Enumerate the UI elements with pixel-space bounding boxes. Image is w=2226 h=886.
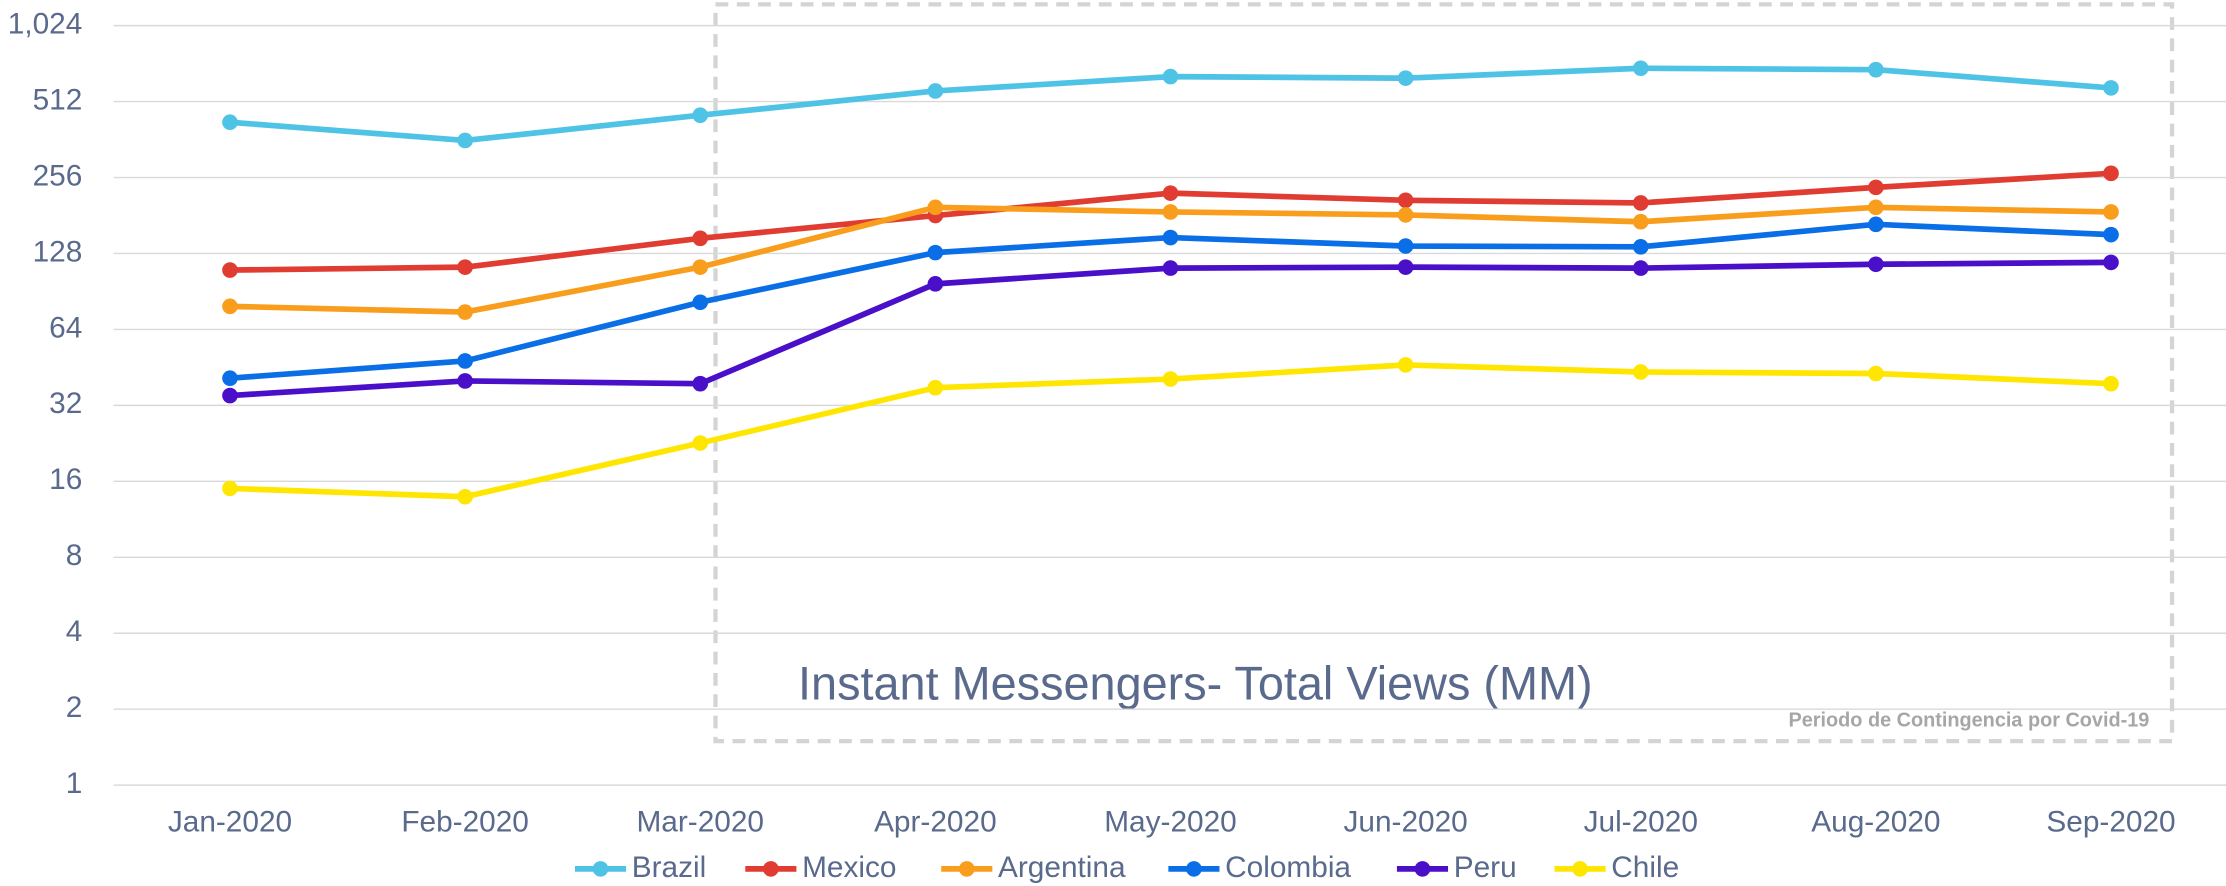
data-point [222, 370, 238, 387]
contingency-box [713, 2, 2175, 744]
annotation: Periodo de Contingencia por Covid-19 [1789, 710, 2150, 732]
y-tick-label: 1,024 [8, 7, 83, 40]
data-point [692, 375, 709, 392]
data-point [1397, 238, 1414, 254]
y-tick-label: 8 [66, 539, 83, 572]
legend-marker [958, 861, 975, 877]
data-point [1632, 213, 1649, 230]
data-point [457, 373, 473, 389]
data-point [457, 259, 473, 275]
data-point [1162, 204, 1179, 220]
data-point [692, 259, 709, 275]
legend-label: Mexico [802, 851, 896, 884]
legend-label: Chile [1611, 851, 1679, 884]
data-point [692, 107, 709, 124]
data-point [927, 244, 944, 261]
data-point [1162, 229, 1179, 246]
chart-title: Instant Messengers- Total Views (MM) [798, 658, 1593, 710]
y-tick-label: 1 [66, 767, 83, 800]
data-point [1397, 70, 1414, 86]
data-point [2103, 226, 2119, 243]
data-point [692, 294, 709, 311]
y-tick-label: 128 [33, 235, 83, 268]
x-tick-label: Mar-2020 [636, 805, 764, 838]
data-point [2103, 375, 2119, 392]
data-point [1868, 199, 1884, 216]
legend-marker [763, 861, 779, 877]
data-point [1162, 260, 1179, 276]
x-tick-label: Sep-2020 [2046, 805, 2175, 838]
data-point [457, 353, 473, 369]
data-point [927, 83, 944, 99]
data-point [1397, 357, 1414, 373]
data-point [222, 114, 238, 131]
data-point [1632, 260, 1649, 276]
data-point [457, 132, 473, 149]
data-point [457, 488, 473, 505]
data-point [1397, 207, 1414, 223]
y-tick-label: 4 [66, 615, 83, 648]
x-tick-label: Feb-2020 [401, 805, 529, 838]
data-point [1868, 179, 1884, 196]
legend-marker [1186, 861, 1202, 877]
data-point [1632, 239, 1649, 255]
y-tick-label: 256 [33, 159, 83, 192]
data-point [1868, 256, 1884, 273]
data-point [692, 230, 709, 247]
data-point [1397, 192, 1414, 209]
legend-label: Colombia [1225, 851, 1351, 884]
data-point [2103, 254, 2119, 271]
data-point [1632, 60, 1649, 77]
y-tick-label: 64 [49, 311, 82, 344]
x-tick-label: Aug-2020 [1811, 805, 1940, 838]
x-tick-label: Jun-2020 [1343, 805, 1467, 838]
data-point [2103, 165, 2119, 182]
data-point [222, 387, 238, 404]
x-tick-label: Apr-2020 [874, 805, 997, 838]
data-point [222, 480, 238, 497]
legend-marker [1414, 861, 1431, 877]
data-point [222, 262, 238, 278]
data-point [1632, 364, 1649, 380]
data-point [692, 435, 709, 451]
y-tick-label: 32 [49, 387, 82, 420]
data-point [2103, 80, 2119, 96]
data-point [1868, 365, 1884, 382]
legend-label: Brazil [632, 851, 707, 884]
data-point [1632, 195, 1649, 211]
legend-label: Argentina [998, 851, 1126, 884]
data-point [927, 379, 944, 396]
data-point [1162, 68, 1179, 85]
data-point [1162, 371, 1179, 387]
legend-marker [592, 861, 609, 877]
x-tick-label: Jan-2020 [168, 805, 292, 838]
y-tick-label: 512 [33, 83, 83, 116]
x-tick-label: Jul-2020 [1584, 805, 1698, 838]
data-point [222, 298, 238, 315]
data-point [1868, 61, 1884, 78]
y-tick-label: 2 [66, 691, 83, 724]
data-point [927, 276, 944, 292]
data-point [1397, 259, 1414, 275]
data-point [457, 304, 473, 320]
data-point [927, 199, 944, 216]
legend-marker [1572, 861, 1588, 877]
legend-label: Peru [1454, 851, 1517, 884]
y-tick-label: 16 [49, 463, 82, 496]
data-point [1868, 216, 1884, 233]
data-point [1162, 185, 1179, 201]
data-point [2103, 204, 2119, 220]
x-tick-label: May-2020 [1104, 805, 1237, 838]
